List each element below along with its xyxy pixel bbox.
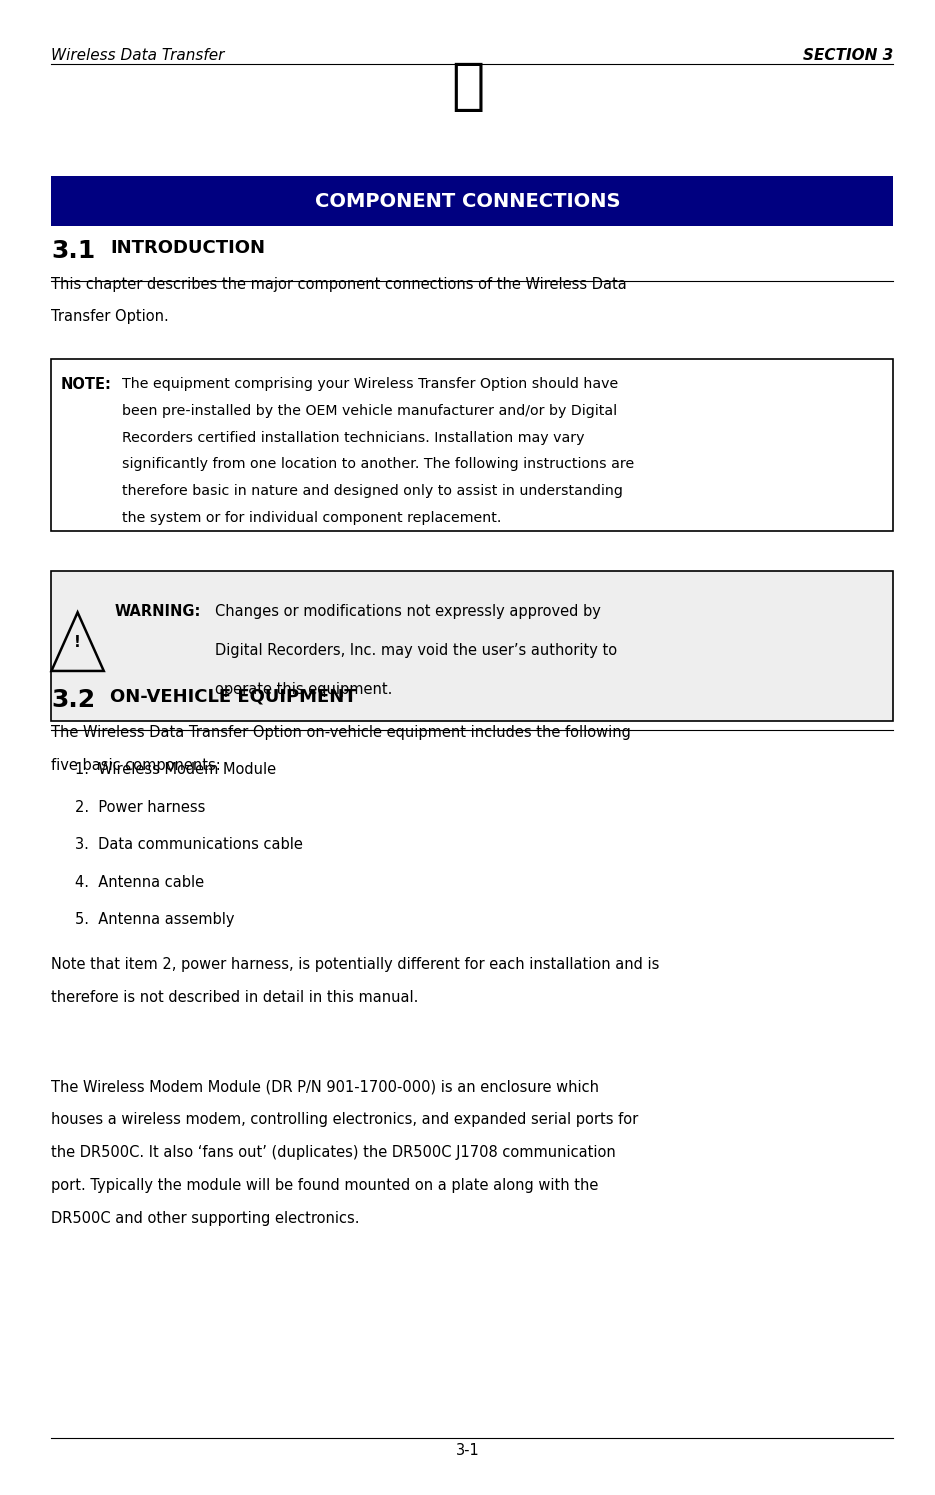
Text: 1.  Wireless Modem Module: 1. Wireless Modem Module bbox=[75, 762, 276, 777]
Text: This chapter describes the major component connections of the Wireless Data: This chapter describes the major compone… bbox=[51, 277, 627, 292]
Text: INTRODUCTION: INTRODUCTION bbox=[110, 239, 266, 257]
Text: operate this equipment.: operate this equipment. bbox=[215, 682, 393, 697]
Text: SECTION 3: SECTION 3 bbox=[802, 48, 893, 63]
Text: WARNING:: WARNING: bbox=[115, 604, 201, 619]
Text: therefore is not described in detail in this manual.: therefore is not described in detail in … bbox=[51, 990, 419, 1005]
Text: The equipment comprising your Wireless Transfer Option should have: The equipment comprising your Wireless T… bbox=[122, 377, 618, 390]
Text: NOTE:: NOTE: bbox=[61, 377, 111, 392]
Text: ON-VEHICLE EQUIPMENT: ON-VEHICLE EQUIPMENT bbox=[110, 688, 357, 706]
Text: 3.2: 3.2 bbox=[51, 688, 95, 712]
Text: the DR500C. It also ‘fans out’ (duplicates) the DR500C J1708 communication: the DR500C. It also ‘fans out’ (duplicat… bbox=[51, 1145, 616, 1160]
Text: port. Typically the module will be found mounted on a plate along with the: port. Typically the module will be found… bbox=[51, 1178, 598, 1193]
Text: Changes or modifications not expressly approved by: Changes or modifications not expressly a… bbox=[215, 604, 601, 619]
Text: 3-1: 3-1 bbox=[455, 1443, 480, 1458]
FancyBboxPatch shape bbox=[51, 359, 893, 531]
Text: houses a wireless modem, controlling electronics, and expanded serial ports for: houses a wireless modem, controlling ele… bbox=[51, 1112, 639, 1127]
Text: The Wireless Modem Module (DR P/N 901-1700-000) is an enclosure which: The Wireless Modem Module (DR P/N 901-17… bbox=[51, 1079, 599, 1094]
Text: five basic components:: five basic components: bbox=[51, 758, 222, 773]
Text: Wireless Data Transfer: Wireless Data Transfer bbox=[51, 48, 224, 63]
Text: the system or for individual component replacement.: the system or for individual component r… bbox=[122, 511, 501, 525]
Text: The Wireless Data Transfer Option on-vehicle equipment includes the following: The Wireless Data Transfer Option on-veh… bbox=[51, 725, 631, 740]
Text: Digital Recorders, Inc. may void the user’s authority to: Digital Recorders, Inc. may void the use… bbox=[215, 643, 617, 658]
Text: 3.1: 3.1 bbox=[51, 239, 95, 263]
Text: Note that item 2, power harness, is potentially different for each installation : Note that item 2, power harness, is pote… bbox=[51, 957, 660, 972]
Text: therefore basic in nature and designed only to assist in understanding: therefore basic in nature and designed o… bbox=[122, 484, 623, 498]
Text: been pre-installed by the OEM vehicle manufacturer and/or by Digital: been pre-installed by the OEM vehicle ma… bbox=[122, 404, 617, 417]
Text: DR500C and other supporting electronics.: DR500C and other supporting electronics. bbox=[51, 1211, 360, 1226]
Text: 4.  Antenna cable: 4. Antenna cable bbox=[75, 875, 204, 890]
Text: !: ! bbox=[74, 635, 81, 650]
Text: 2.  Power harness: 2. Power harness bbox=[75, 800, 205, 815]
Text: 🚌: 🚌 bbox=[451, 60, 484, 114]
Text: 5.  Antenna assembly: 5. Antenna assembly bbox=[75, 912, 235, 927]
Text: COMPONENT CONNECTIONS: COMPONENT CONNECTIONS bbox=[315, 191, 620, 211]
Text: Transfer Option.: Transfer Option. bbox=[51, 309, 169, 324]
Text: 3.  Data communications cable: 3. Data communications cable bbox=[75, 837, 303, 852]
FancyBboxPatch shape bbox=[51, 176, 893, 226]
Text: significantly from one location to another. The following instructions are: significantly from one location to anoth… bbox=[122, 457, 634, 471]
FancyBboxPatch shape bbox=[51, 571, 893, 721]
Text: Recorders certified installation technicians. Installation may vary: Recorders certified installation technic… bbox=[122, 431, 584, 444]
